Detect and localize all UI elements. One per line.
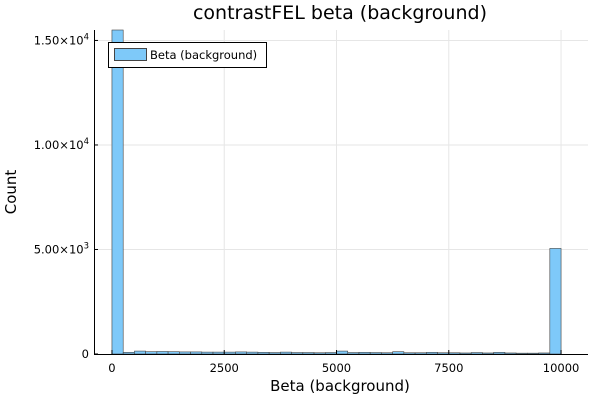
histogram-bar (156, 351, 169, 355)
y-axis-ticks: 0 5.00×103 1.00×104 1.50×104 (34, 32, 98, 361)
histogram-bar (122, 352, 135, 355)
histogram-bar (426, 352, 438, 355)
histogram-bar (201, 351, 214, 355)
histogram-bar (493, 352, 506, 355)
x-tick-label: 10000 (543, 361, 580, 375)
histogram-bar (448, 352, 461, 355)
y-axis-title: Count (2, 170, 20, 215)
chart-title: contrastFEL beta (background) (193, 2, 487, 24)
histogram-bar (347, 352, 360, 355)
histogram-bar (145, 351, 158, 355)
histogram-bar (212, 351, 225, 355)
x-axis-title: Beta (background) (270, 377, 410, 395)
legend-label: Beta (background) (150, 48, 257, 62)
histogram-bar (111, 29, 124, 355)
histogram-bar (381, 352, 393, 355)
legend-swatch (114, 48, 147, 61)
x-axis-ticks: 0 2500 5000 7500 10000 (108, 350, 579, 375)
histogram-bar (482, 352, 494, 355)
y-tick-label: 1.00×104 (34, 137, 89, 152)
histogram-bar (369, 352, 382, 355)
histogram-bar (190, 351, 203, 355)
histogram-bar (336, 350, 349, 355)
histogram-bar (179, 351, 191, 355)
histogram-bar (538, 352, 551, 355)
histogram-bar (459, 352, 472, 355)
histogram-bar (504, 352, 517, 355)
histogram-bar (280, 351, 292, 355)
y-tick-label: 0 (82, 347, 89, 361)
histogram-bar (235, 351, 247, 355)
legend: Beta (background) (108, 42, 267, 68)
histogram-bar (167, 351, 180, 355)
histogram-bar (414, 352, 427, 355)
histogram-bar (268, 352, 281, 355)
histogram-bar (437, 352, 450, 355)
x-tick-label: 5000 (322, 361, 351, 375)
histogram-bar (470, 352, 483, 355)
histogram-bar (313, 352, 326, 355)
x-tick-label: 2500 (210, 361, 239, 375)
histogram-bar (134, 350, 146, 355)
histogram-bar (549, 248, 562, 355)
x-tick-label: 0 (108, 361, 115, 375)
histogram-bar (257, 352, 270, 355)
histogram-bar (324, 352, 337, 355)
y-tick-label: 5.00×103 (34, 241, 89, 256)
histogram-bar (392, 351, 405, 355)
x-tick-label: 7500 (434, 361, 463, 375)
histogram-bar (246, 351, 259, 355)
histogram-bar (302, 352, 315, 355)
histogram-bar (291, 352, 304, 355)
grid-lines (94, 30, 588, 354)
histogram-bar (223, 351, 236, 355)
y-tick-label: 1.50×104 (34, 32, 89, 47)
histogram-bar (527, 352, 539, 355)
histogram-bar (403, 352, 416, 355)
histogram-bar (358, 352, 371, 355)
histogram-bar (515, 352, 528, 355)
axes (94, 30, 588, 355)
